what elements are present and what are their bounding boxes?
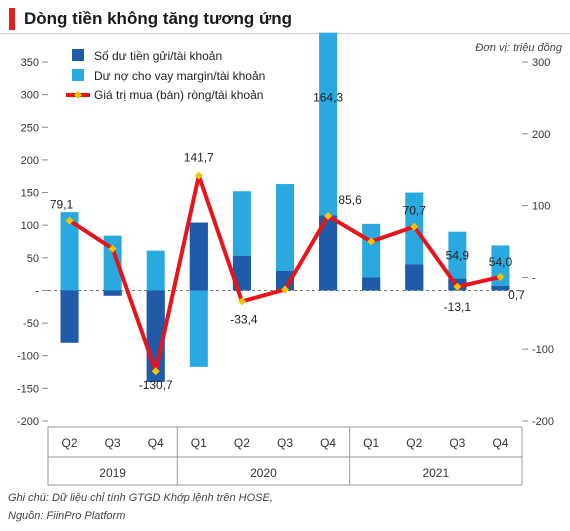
deposit-bar	[61, 290, 79, 342]
y-left-tick-label: -200	[17, 416, 39, 428]
deposit-bar	[190, 223, 208, 291]
margin-bar	[233, 191, 251, 256]
x-tick-label: Q4	[148, 436, 164, 450]
chart-canvas: 35030025020015010050--50-100-150-2003002…	[0, 0, 570, 490]
deposit-bar	[405, 264, 423, 290]
y-left-tick-label: -150	[17, 383, 39, 395]
y-right-tick-label: 200	[532, 129, 550, 141]
legend-label-margin: Dư nợ cho vay margin/tài khoản	[94, 69, 265, 83]
x-tick-label: Q1	[191, 436, 207, 450]
x-tick-label: Q4	[320, 436, 336, 450]
x-year-label: 2021	[422, 466, 449, 480]
legend-marker-net	[74, 91, 82, 99]
y-right-tick-label: -	[532, 272, 536, 284]
margin-bar	[319, 33, 337, 216]
y-left-tick-label: -100	[17, 351, 39, 363]
y-right-tick-label: -100	[532, 344, 554, 356]
legend-swatch-margin	[72, 69, 84, 81]
x-year-label: 2019	[99, 466, 126, 480]
deposit-bar	[362, 277, 380, 290]
x-tick-label: Q2	[234, 436, 250, 450]
footnote: Ghi chú: Dữ liệu chỉ tính GTGD Khớp lệnh…	[8, 492, 273, 504]
data-label: -130,7	[139, 378, 173, 392]
y-left-tick-label: 150	[21, 188, 39, 200]
data-label: 0,7	[508, 288, 525, 302]
legend-swatch-deposit	[72, 49, 84, 61]
data-label: 79,1	[50, 198, 74, 212]
y-left-tick-label: 50	[27, 253, 39, 265]
x-tick-label: Q2	[406, 436, 422, 450]
data-label: 54,0	[489, 255, 513, 269]
y-left-tick-label: 300	[21, 90, 39, 102]
deposit-bar	[491, 286, 509, 291]
data-label: -13,1	[444, 300, 472, 314]
y-left-tick-label: -50	[23, 318, 39, 330]
data-label: 70,7	[403, 204, 427, 218]
y-left-tick-label: -	[35, 285, 39, 297]
margin-bar	[190, 290, 208, 366]
x-tick-label: Q2	[62, 436, 78, 450]
x-tick-label: Q3	[277, 436, 293, 450]
x-tick-label: Q3	[105, 436, 121, 450]
legend-label-deposit: Số dư tiền gửi/tài khoản	[94, 49, 222, 63]
y-left-tick-label: 250	[21, 122, 39, 134]
y-left-tick-label: 200	[21, 155, 39, 167]
x-tick-label: Q4	[492, 436, 508, 450]
y-right-tick-label: 100	[532, 201, 550, 213]
margin-bar	[276, 184, 294, 271]
margin-bar	[362, 224, 380, 278]
source-note: Nguồn: FiinPro Platform	[8, 510, 125, 522]
y-left-tick-label: 350	[21, 57, 39, 69]
data-label: -33,4	[230, 312, 258, 326]
data-label: 54,9	[446, 248, 470, 262]
y-right-tick-label: 300	[532, 57, 550, 69]
margin-bar	[147, 251, 165, 291]
y-left-tick-label: 100	[21, 220, 39, 232]
x-tick-label: Q1	[363, 436, 379, 450]
data-label: 164,3	[313, 91, 343, 105]
x-tick-label: Q3	[449, 436, 465, 450]
legend-label-net: Giá trị mua (bán) ròng/tài khoản	[94, 88, 263, 102]
x-year-label: 2020	[250, 466, 277, 480]
y-right-tick-label: -200	[532, 416, 554, 428]
data-label: 141,7	[184, 151, 214, 165]
deposit-bar	[104, 290, 122, 295]
data-label: 85,6	[338, 193, 362, 207]
